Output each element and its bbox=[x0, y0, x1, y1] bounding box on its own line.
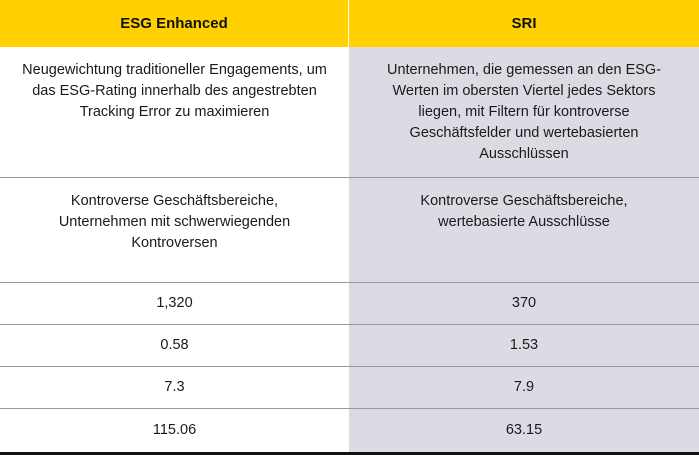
cell-sri-exclusions: Kontroverse Geschäftsbereiche, wertebasi… bbox=[349, 178, 699, 282]
cell-esg-enhanced-value: 1,320 bbox=[0, 283, 349, 324]
table-row-exclusions: Kontroverse Geschäftsbereiche, Unternehm… bbox=[0, 178, 699, 283]
cell-text: Unternehmen, die gemessen an den ESG-Wer… bbox=[386, 62, 662, 162]
table-header-row: ESG Enhanced SRI bbox=[0, 0, 699, 47]
cell-text: Neugewichtung traditioneller Engagements… bbox=[22, 62, 327, 120]
cell-sri-strategy: Unternehmen, die gemessen an den ESG-Wer… bbox=[349, 47, 699, 177]
cell-esg-enhanced-value: 0.58 bbox=[0, 325, 349, 366]
cell-text: Kontroverse Geschäftsbereiche, wertebasi… bbox=[420, 193, 628, 230]
table-row: 115.06 63.15 bbox=[0, 409, 699, 455]
header-sri: SRI bbox=[349, 0, 699, 47]
cell-esg-enhanced-strategy: Neugewichtung traditioneller Engagements… bbox=[0, 47, 349, 177]
cell-sri-value: 370 bbox=[349, 283, 699, 324]
cell-sri-value: 63.15 bbox=[349, 409, 699, 452]
table-row: 1,320 370 bbox=[0, 283, 699, 325]
table-row-strategy: Neugewichtung traditioneller Engagements… bbox=[0, 47, 699, 178]
cell-sri-value: 7.9 bbox=[349, 367, 699, 408]
cell-esg-enhanced-value: 7.3 bbox=[0, 367, 349, 408]
table-row: 0.58 1.53 bbox=[0, 325, 699, 367]
cell-esg-enhanced-exclusions: Kontroverse Geschäftsbereiche, Unternehm… bbox=[0, 178, 349, 282]
cell-sri-value: 1.53 bbox=[349, 325, 699, 366]
table-row: 7.3 7.9 bbox=[0, 367, 699, 409]
cell-esg-enhanced-value: 115.06 bbox=[0, 409, 349, 452]
header-esg-enhanced: ESG Enhanced bbox=[0, 0, 349, 47]
cell-text: Kontroverse Geschäftsbereiche, Unternehm… bbox=[58, 193, 291, 251]
